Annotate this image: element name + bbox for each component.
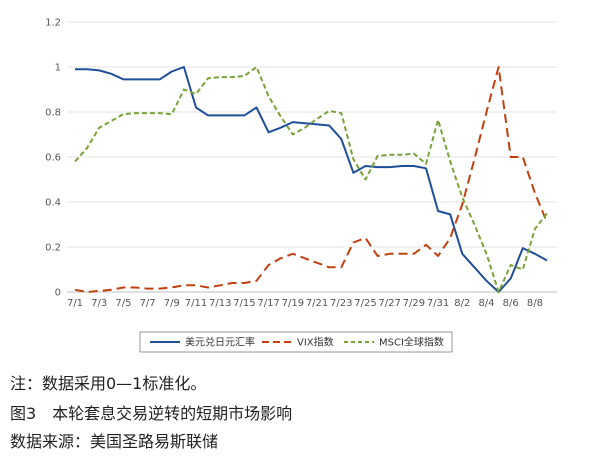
x-tick-label: 8/6 [503, 298, 519, 309]
x-tick-label: 7/1 [67, 298, 83, 309]
series-line-0 [75, 66, 548, 293]
legend-label-1: VIX指数 [297, 336, 334, 349]
x-tick-label: 8/8 [527, 298, 543, 309]
legend: 美元兑日元汇率 VIX指数 MSCI全球指数 [139, 331, 453, 353]
x-tick-label: 7/25 [354, 298, 376, 309]
y-tick-label: 0.6 [45, 153, 61, 164]
x-tick-label: 7/29 [403, 298, 425, 309]
x-tick-label: 7/27 [378, 298, 400, 309]
x-tick-label: 7/31 [427, 298, 449, 309]
figure-caption: 图3 本轮套息交易逆转的短期市场影响 [10, 404, 293, 423]
x-tick-label: 7/11 [185, 298, 207, 309]
x-tick-label: 8/2 [454, 298, 470, 309]
data-source: 数据来源：美国圣路易斯联储 [10, 432, 219, 451]
x-tick-label: 7/13 [209, 298, 231, 309]
series-line-1 [74, 66, 548, 293]
y-tick-label: 0.2 [45, 243, 61, 254]
x-tick-label: 7/9 [164, 298, 180, 309]
y-tick-label: 0 [55, 288, 61, 299]
grid-lines [67, 21, 557, 248]
x-tick-label: 7/19 [282, 298, 304, 309]
legend-box [139, 331, 453, 353]
chart-note: 注：数据采用0—1标准化。 [10, 374, 207, 393]
legend-label-0: 美元兑日元汇率 [185, 336, 255, 349]
y-tick-label: 0.4 [45, 198, 61, 209]
y-tick-label: 0.8 [45, 108, 61, 119]
x-tick-label: 7/15 [233, 298, 255, 309]
line-chart: 00.20.40.60.811.2 7/1 7/3 7/5 7/7 7/9 7/11 7/1… [45, 18, 557, 353]
series-line-2 [74, 66, 548, 293]
y-tick-labels: 0 0.2 0.4 0.6 0.8 1 1.2 [45, 18, 61, 299]
x-tick-labels: 7/1 7/3 7/5 7/7 7/9 7/11 7/13 7/15 7/17 7/19 7/21 7… [67, 298, 543, 309]
x-tick-label: 7/21 [306, 298, 328, 309]
x-tick-label: 7/5 [115, 298, 131, 309]
series-lines [74, 66, 548, 293]
chart: 0 0.2 0.4 0.6 0.8 1 1.2 7/1 7/3 7/5 7/7 7/9 7/11 7/1… [45, 18, 557, 353]
x-tick-label: 8/4 [478, 298, 494, 309]
x-tick-label: 7/23 [330, 298, 352, 309]
y-tick-label: 1.2 [45, 18, 61, 29]
x-tick-label: 7/3 [91, 298, 107, 309]
x-tick-label: 7/7 [140, 298, 156, 309]
legend-label-2: MSCI全球指数 [379, 336, 444, 349]
y-tick-label: 1 [55, 63, 61, 74]
x-tick-label: 7/17 [257, 298, 279, 309]
